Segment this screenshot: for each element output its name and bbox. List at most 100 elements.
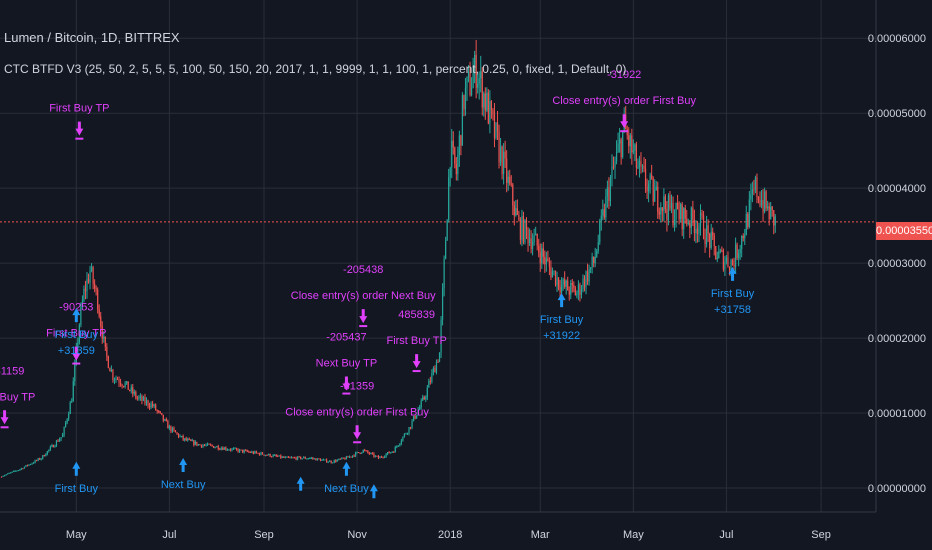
x-tick-label: May (66, 529, 87, 541)
candle-body (391, 451, 393, 453)
candle-body (307, 458, 309, 460)
candle-body (399, 443, 401, 446)
candle-body (158, 410, 160, 412)
candle-body (525, 219, 528, 230)
candle-body (481, 71, 483, 108)
candle-body (724, 261, 726, 270)
candle-body (51, 445, 53, 447)
candle-body (261, 452, 264, 455)
candle-body (286, 456, 288, 458)
candle-body (730, 260, 732, 271)
candle-body (704, 238, 706, 245)
candle-body (61, 434, 64, 438)
candle-body (101, 325, 103, 339)
grid-lines (0, 0, 876, 512)
candle-body (567, 280, 569, 291)
y-tick-label: 0.00005000 (868, 108, 926, 120)
candle-body (113, 379, 116, 381)
candle-body (303, 457, 305, 459)
exit-marker-8: -205437 Next Buy TP (316, 332, 377, 395)
candle-body (69, 402, 71, 415)
exit-bar-icon (0, 426, 9, 429)
candle-body (532, 242, 534, 250)
candle-body (264, 454, 267, 456)
candle-body (594, 256, 596, 264)
candle-body (542, 248, 544, 257)
candle-body (25, 465, 27, 467)
candle-body (765, 191, 767, 209)
candle-body (115, 378, 117, 380)
candle-body (284, 457, 286, 459)
candle-body (254, 451, 256, 454)
candle-body (338, 458, 340, 460)
candle-body (376, 455, 378, 457)
candle-body (7, 473, 9, 475)
study-legend[interactable]: CTC BTFD V3 (25, 50, 2, 5, 5, 5, 100, 50… (4, 62, 627, 76)
exit-bar-icon (353, 441, 362, 444)
exit-marker-label: Next Buy TP (0, 391, 35, 403)
candle-body (686, 218, 688, 224)
candle-body (318, 458, 320, 460)
x-tick-label: Jul (719, 529, 733, 541)
candle-body (576, 293, 578, 296)
candle-body (208, 443, 210, 445)
y-tick-label: 0.00006000 (868, 33, 926, 45)
candle-body (132, 387, 134, 394)
candle-body (414, 415, 416, 419)
candle-body (745, 213, 747, 236)
candle-body (129, 389, 131, 391)
exit-marker-label: First Buy TP (49, 103, 109, 115)
axes: 0.00006000 0.00005000 0.00004000 0.00003000… (0, 0, 926, 541)
candle-body (617, 143, 619, 153)
candle-body (176, 432, 178, 434)
candle-body (434, 367, 436, 373)
candle-body (751, 189, 753, 195)
candle-body (670, 203, 673, 209)
candle-body (390, 452, 392, 454)
candle-body (283, 456, 285, 458)
candle-body (339, 458, 341, 460)
candle-body (466, 76, 468, 88)
candle-body (403, 433, 406, 437)
candle-body (383, 456, 386, 458)
candle-body (600, 215, 602, 221)
candle-body (644, 168, 647, 187)
exit-arrow-icon (342, 376, 351, 391)
candle-body (728, 266, 731, 271)
candle-body (596, 250, 598, 257)
candle-body (333, 460, 335, 463)
candle-body (298, 456, 300, 458)
candle-body (457, 155, 459, 175)
exit-marker-label: First Buy TP (386, 335, 446, 347)
candle-body (680, 204, 682, 220)
candle-body (693, 219, 695, 234)
candle-body (727, 257, 729, 267)
candle-body (689, 223, 691, 228)
candle-body (472, 73, 474, 89)
candle-body (329, 460, 331, 462)
candle-body (458, 135, 460, 156)
candle-body (541, 248, 543, 264)
y-tick-label: 0.00003000 (868, 258, 926, 270)
exit-marker-label: First Buy TP (46, 328, 106, 340)
candle-body (119, 382, 122, 385)
candle-body (760, 199, 763, 206)
exit-arrow-icon (72, 346, 81, 361)
candle-body (503, 151, 505, 174)
candle-body (431, 372, 433, 382)
candle-body (692, 207, 694, 220)
candle-body (8, 472, 10, 474)
candle-body (141, 396, 143, 401)
candle-body (275, 454, 277, 457)
candle-body (255, 451, 257, 453)
buy-marker-15: First Buy +31758 (711, 266, 755, 316)
candle-body (74, 363, 76, 382)
x-tick-label: Nov (347, 529, 367, 541)
symbol-title[interactable]: Lumen / Bitcoin, 1D, BITTREX (4, 30, 180, 45)
candle-body (203, 445, 206, 447)
candle-body (309, 458, 311, 460)
candle-body (545, 258, 547, 265)
candle-body (446, 220, 448, 241)
